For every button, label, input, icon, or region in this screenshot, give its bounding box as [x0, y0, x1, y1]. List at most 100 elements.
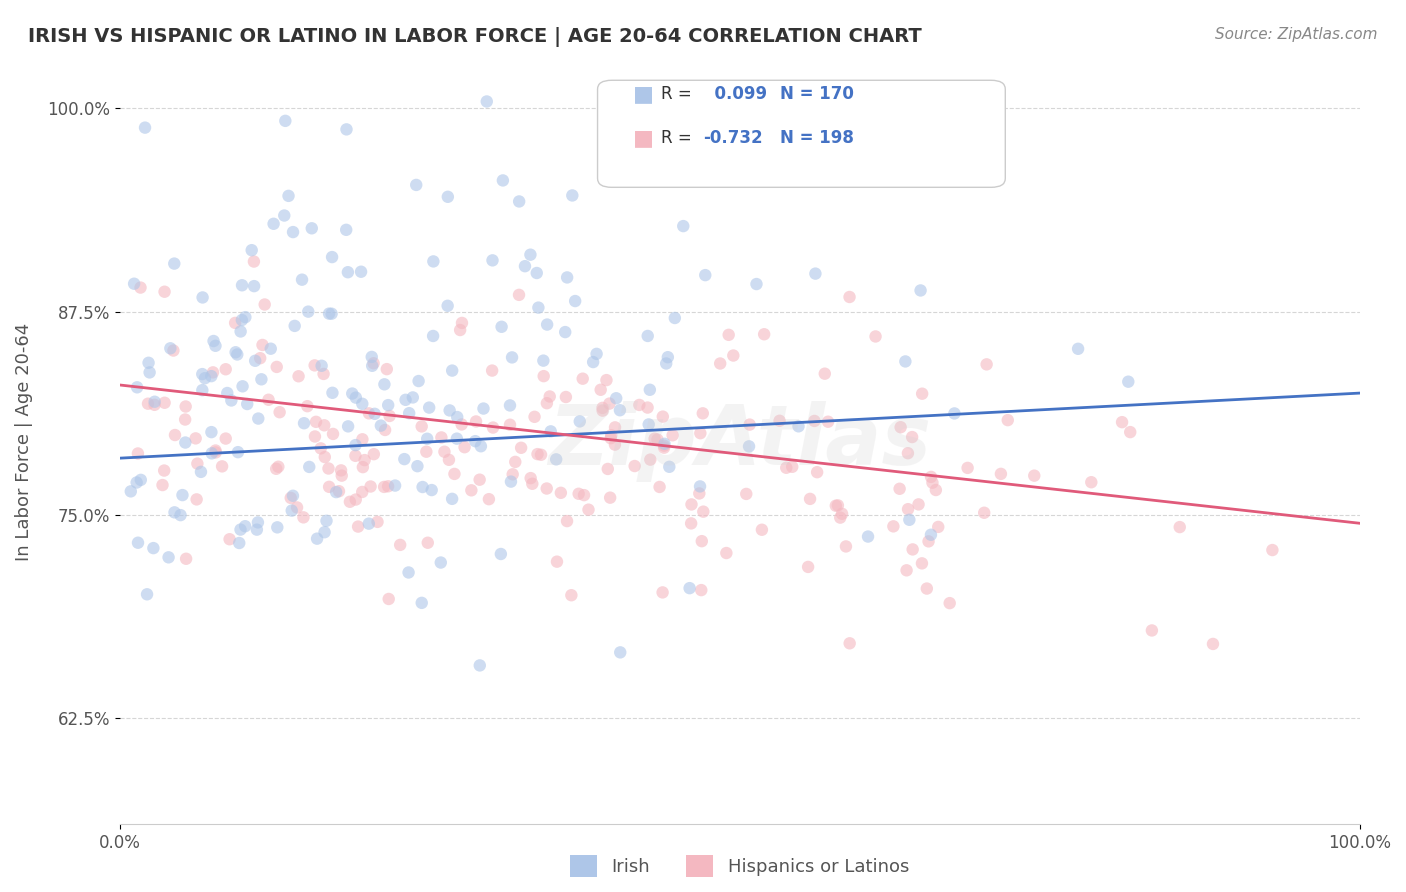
- Point: [603, 437, 626, 451]
- Point: [907, 497, 929, 511]
- Point: [226, 445, 249, 459]
- Point: [897, 502, 920, 516]
- Point: [530, 448, 553, 462]
- Point: [568, 414, 591, 428]
- Point: [481, 253, 503, 268]
- Point: [361, 359, 384, 373]
- Point: [127, 380, 149, 394]
- Point: [249, 351, 271, 366]
- Point: [605, 391, 627, 405]
- Point: [169, 508, 191, 522]
- Point: [344, 438, 367, 452]
- Point: [709, 357, 731, 371]
- Point: [277, 189, 299, 203]
- Point: [768, 414, 790, 428]
- Point: [911, 386, 934, 401]
- Point: [136, 587, 159, 601]
- Point: [191, 290, 214, 304]
- Point: [595, 373, 617, 387]
- Point: [260, 342, 283, 356]
- Point: [658, 459, 681, 474]
- Point: [398, 566, 420, 580]
- Point: [318, 307, 340, 321]
- Point: [910, 284, 932, 298]
- Point: [554, 325, 576, 339]
- Point: [651, 585, 673, 599]
- Point: [127, 446, 149, 460]
- Point: [882, 519, 904, 533]
- Point: [153, 464, 176, 478]
- Point: [453, 440, 475, 454]
- Point: [411, 419, 433, 434]
- Point: [347, 519, 370, 533]
- Point: [449, 323, 471, 337]
- Point: [468, 473, 491, 487]
- Point: [817, 415, 839, 429]
- Point: [120, 484, 142, 499]
- Text: R =: R =: [661, 85, 692, 103]
- Point: [599, 491, 621, 505]
- Point: [204, 443, 226, 458]
- Point: [1067, 342, 1090, 356]
- Point: [200, 369, 222, 384]
- Point: [153, 396, 176, 410]
- Point: [163, 257, 186, 271]
- Point: [690, 583, 713, 598]
- Point: [678, 581, 700, 595]
- Point: [589, 383, 612, 397]
- Point: [301, 221, 323, 235]
- Point: [352, 397, 374, 411]
- Point: [491, 319, 513, 334]
- Point: [571, 372, 593, 386]
- Point: [938, 596, 960, 610]
- Point: [129, 473, 152, 487]
- Point: [236, 397, 259, 411]
- Point: [406, 459, 429, 474]
- Point: [315, 514, 337, 528]
- Text: N = 170: N = 170: [780, 85, 855, 103]
- Point: [436, 299, 458, 313]
- Point: [657, 350, 679, 364]
- Point: [596, 462, 619, 476]
- Point: [375, 362, 398, 376]
- Point: [775, 460, 797, 475]
- Point: [250, 372, 273, 386]
- Point: [229, 325, 252, 339]
- Point: [174, 412, 197, 426]
- Point: [475, 95, 498, 109]
- Point: [352, 485, 374, 500]
- Point: [218, 533, 240, 547]
- Point: [555, 514, 578, 528]
- Point: [360, 350, 382, 364]
- Point: [472, 401, 495, 416]
- Point: [318, 480, 340, 494]
- Point: [654, 437, 676, 451]
- Point: [184, 431, 207, 445]
- Point: [894, 354, 917, 368]
- Point: [422, 329, 444, 343]
- Point: [664, 310, 686, 325]
- Point: [672, 219, 695, 233]
- Point: [502, 467, 524, 482]
- Point: [344, 449, 367, 463]
- Point: [898, 513, 921, 527]
- Point: [489, 547, 512, 561]
- Point: [377, 591, 399, 606]
- Point: [291, 273, 314, 287]
- Point: [138, 356, 160, 370]
- Point: [243, 353, 266, 368]
- Y-axis label: In Labor Force | Age 20-64: In Labor Force | Age 20-64: [15, 323, 32, 561]
- Point: [465, 414, 488, 428]
- Point: [976, 357, 998, 371]
- Point: [806, 465, 828, 479]
- Point: [439, 403, 461, 417]
- Point: [129, 280, 152, 294]
- Point: [555, 270, 578, 285]
- Point: [325, 485, 347, 500]
- Point: [723, 349, 745, 363]
- Point: [1080, 475, 1102, 490]
- Point: [157, 550, 180, 565]
- Point: [468, 658, 491, 673]
- Point: [142, 541, 165, 555]
- Point: [357, 516, 380, 531]
